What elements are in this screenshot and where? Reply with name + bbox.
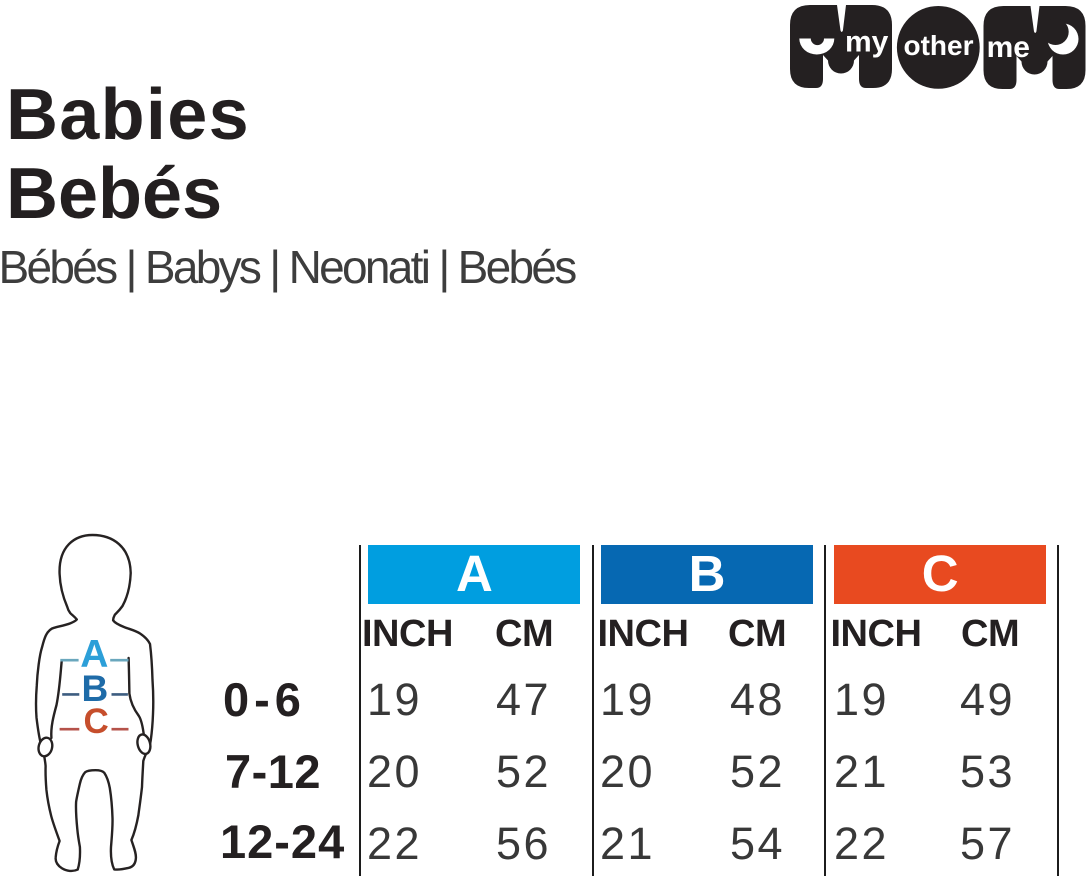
svg-text:my: my bbox=[845, 26, 889, 59]
svg-text:me: me bbox=[987, 31, 1030, 64]
svg-text:other: other bbox=[904, 30, 974, 61]
